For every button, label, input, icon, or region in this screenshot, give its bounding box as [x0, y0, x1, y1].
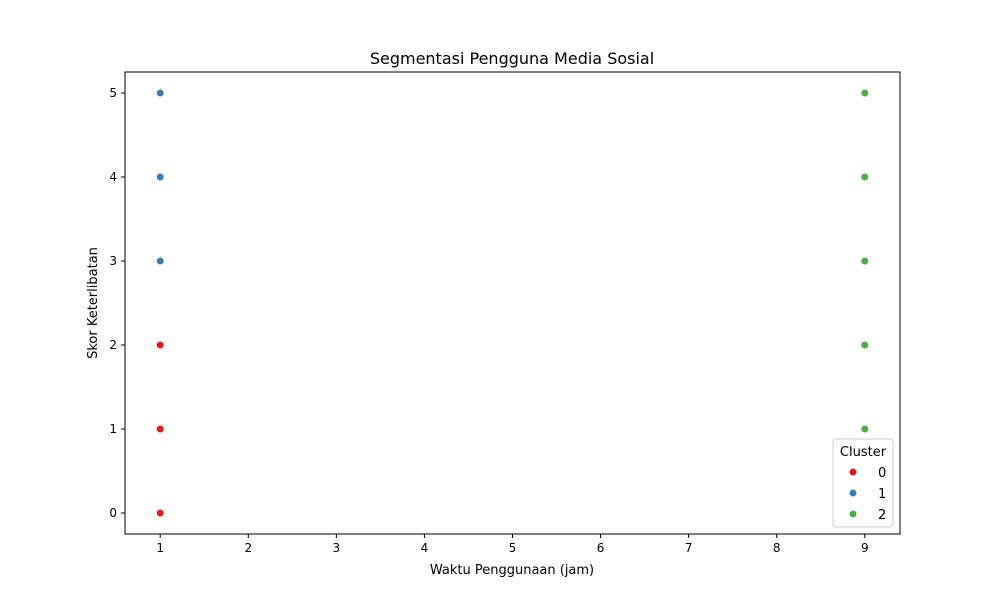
legend-marker-cluster-0 — [848, 467, 858, 477]
y-tick-label: 0 — [109, 506, 117, 520]
data-point-cluster-0 — [156, 424, 165, 434]
data-point-cluster-2 — [860, 172, 869, 182]
data-point-cluster-0 — [156, 340, 165, 350]
x-tick-label: 9 — [861, 541, 869, 555]
x-tick-label: 1 — [156, 541, 164, 555]
data-point-cluster-1 — [156, 88, 165, 98]
x-tick-label: 6 — [597, 541, 605, 555]
legend-label-cluster-2: 2 — [878, 508, 886, 523]
legend-box — [832, 438, 894, 528]
legend-marker-cluster-1 — [848, 488, 858, 498]
legend-label-cluster-1: 1 — [878, 487, 886, 502]
y-tick-label: 1 — [109, 422, 117, 436]
y-axis-label: Skor Keterlibatan — [86, 247, 101, 359]
x-tick-label: 7 — [685, 541, 693, 555]
y-tick-label: 5 — [109, 86, 117, 100]
x-tick-label: 8 — [773, 541, 781, 555]
x-tick-label: 5 — [509, 541, 517, 555]
y-tick-label: 2 — [109, 338, 117, 352]
data-point-cluster-2 — [860, 340, 869, 350]
x-axis-label: Waktu Penggunaan (jam) — [430, 563, 594, 578]
data-point-cluster-1 — [156, 256, 165, 266]
x-tick-label: 4 — [421, 541, 429, 555]
y-axis: 0 1 2 3 4 5 — [109, 86, 125, 520]
plot-area — [124, 71, 901, 535]
legend-marker-cluster-2 — [848, 509, 858, 519]
x-tick-label: 2 — [244, 541, 252, 555]
legend-title: Cluster — [840, 445, 887, 460]
x-axis: 1 2 3 4 5 6 7 8 9 — [156, 534, 869, 555]
y-tick-label: 4 — [109, 170, 117, 184]
data-point-cluster-0 — [156, 508, 165, 518]
data-point-cluster-2 — [860, 424, 869, 434]
y-tick-label: 3 — [109, 254, 117, 268]
data-point-cluster-2 — [860, 88, 869, 98]
legend-label-cluster-0: 0 — [878, 466, 886, 481]
data-points — [156, 88, 869, 518]
chart-title: Segmentasi Pengguna Media Sosial — [370, 49, 654, 68]
data-point-cluster-1 — [156, 172, 165, 182]
data-point-cluster-2 — [860, 256, 869, 266]
legend: Cluster 0 1 2 — [832, 438, 894, 528]
x-tick-label: 3 — [333, 541, 341, 555]
